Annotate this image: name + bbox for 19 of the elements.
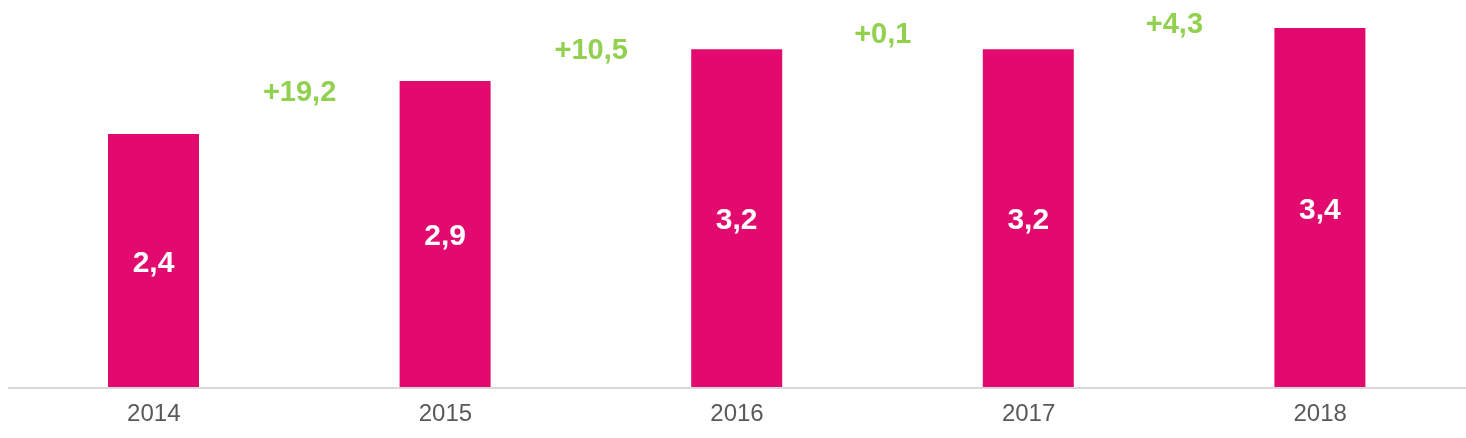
x-tick-label: 2014 xyxy=(127,399,181,427)
bar xyxy=(108,133,199,388)
x-tick-label: 2015 xyxy=(418,399,473,427)
data-label: 3,2 xyxy=(715,202,758,236)
bar xyxy=(691,49,783,388)
annotation: +19,2 xyxy=(261,74,338,110)
data-label: 3,2 xyxy=(1007,202,1050,236)
x-tick-label: 2018 xyxy=(1293,399,1347,427)
data-label: 2,9 xyxy=(424,218,466,252)
annotation: +4,3 xyxy=(1144,5,1204,41)
data-label: 2,4 xyxy=(132,244,175,278)
x-tick-label: 2016 xyxy=(710,399,764,427)
bar xyxy=(982,49,1074,388)
annotation: +10,5 xyxy=(553,32,629,68)
data-label: 3,4 xyxy=(1299,191,1342,225)
x-tick-label: 2017 xyxy=(1001,399,1056,427)
bar xyxy=(1274,28,1366,388)
annotation: +0,1 xyxy=(853,16,913,52)
bar xyxy=(399,80,491,388)
